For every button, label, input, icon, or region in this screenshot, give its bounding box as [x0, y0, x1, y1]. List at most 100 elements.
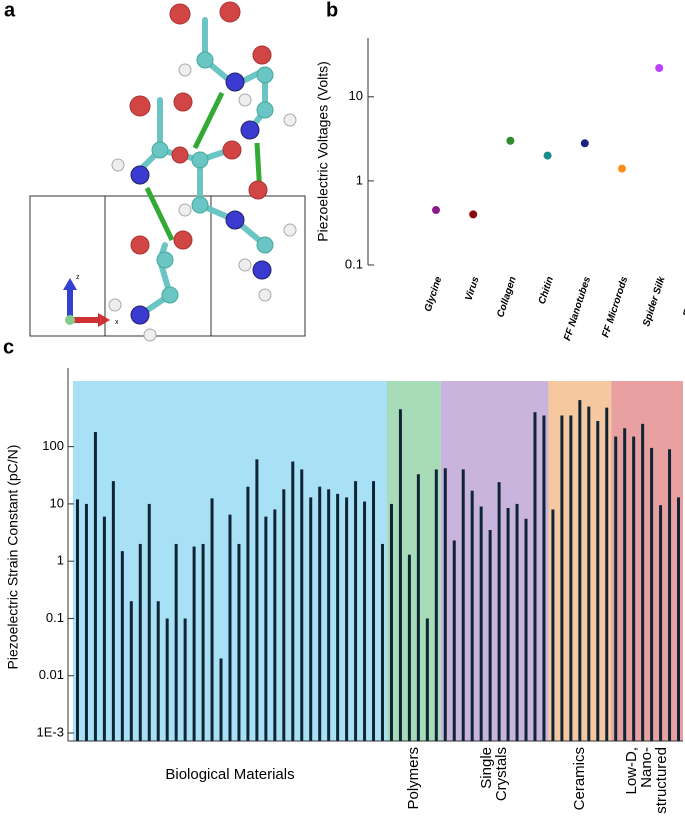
region-label: Crystals — [493, 747, 510, 801]
bar — [75, 499, 79, 741]
point — [469, 210, 478, 219]
bar — [569, 415, 573, 741]
bar — [300, 469, 304, 741]
point — [506, 136, 515, 145]
bar — [641, 423, 645, 741]
bar — [425, 618, 429, 741]
point — [543, 151, 552, 160]
x-tick-label: FF Microrods — [600, 275, 630, 339]
bar — [605, 407, 609, 741]
y-tick-label: 10 — [50, 495, 64, 510]
point — [655, 63, 664, 72]
y-tick-label: 1 — [356, 172, 363, 187]
region-label: structured — [653, 747, 670, 814]
panel-label: a — [4, 0, 16, 21]
bar — [165, 618, 169, 741]
point — [580, 139, 589, 148]
x-tick-label: Collagen — [495, 275, 519, 319]
bar — [587, 406, 591, 741]
bar — [138, 543, 142, 741]
bar — [551, 509, 555, 741]
bar — [192, 546, 196, 741]
bar — [524, 518, 528, 741]
bar — [659, 505, 663, 741]
bar — [650, 447, 654, 741]
bar — [228, 514, 232, 741]
bar — [120, 551, 124, 741]
bar — [318, 486, 322, 741]
x-tick-label: Chitin — [537, 275, 556, 305]
region-label: Polymers — [405, 747, 422, 810]
region-label: Low-D, — [623, 747, 640, 795]
axis-label: z — [76, 274, 80, 281]
bar — [273, 509, 277, 741]
bar — [623, 428, 627, 741]
x-tick-label: Virus — [463, 275, 481, 302]
y-tick-label: 0.1 — [345, 256, 363, 271]
bar — [596, 421, 600, 741]
bar — [102, 516, 106, 741]
bar — [407, 554, 411, 741]
y-tick-label: 0.01 — [39, 667, 64, 682]
region-background — [440, 381, 549, 741]
bar — [201, 543, 205, 741]
bar — [219, 658, 223, 741]
bar — [434, 469, 438, 741]
x-tick-label: Eggshell — [681, 275, 685, 318]
bar — [147, 503, 151, 741]
bar — [210, 498, 214, 741]
bar — [398, 409, 402, 741]
bar — [452, 540, 456, 741]
bar — [488, 530, 492, 741]
panel-label: c — [3, 336, 14, 358]
point — [618, 164, 626, 173]
y-tick-label: 1 — [57, 553, 64, 568]
axis-label: x — [115, 319, 119, 326]
region-label: Nano- — [638, 747, 655, 788]
bar — [255, 459, 259, 741]
bar — [93, 432, 97, 741]
region-label: Ceramics — [571, 747, 588, 810]
bar — [470, 490, 474, 741]
bar — [174, 543, 178, 741]
bar — [309, 497, 313, 741]
y-tick-label: 100 — [42, 438, 64, 453]
bar — [479, 506, 483, 741]
bar — [156, 601, 160, 741]
y-axis-label: Piezoelectric Strain Constant (pC/N) — [5, 445, 21, 670]
bar — [677, 497, 681, 741]
bar — [363, 501, 367, 741]
panel-label: b — [326, 0, 338, 21]
bar — [497, 482, 501, 741]
bar — [443, 468, 447, 741]
bar — [354, 481, 358, 741]
bar — [336, 493, 340, 741]
bar — [560, 415, 564, 741]
bar — [614, 436, 618, 741]
bar — [345, 497, 349, 741]
bar — [327, 489, 331, 741]
x-tick-label: Spider Silk — [641, 275, 668, 328]
bar — [461, 469, 465, 741]
x-tick-label: FF Nanotubes — [562, 275, 593, 342]
bar — [282, 489, 286, 741]
bar — [632, 436, 636, 741]
bar — [264, 516, 268, 741]
bar — [542, 415, 546, 741]
region-label: Biological Materials — [165, 766, 294, 783]
y-axis-label: Piezoelectric Voltages (Volts) — [315, 61, 331, 242]
bar — [416, 474, 420, 741]
bar — [668, 449, 672, 741]
bar — [183, 618, 187, 741]
y-tick-label: 1E-3 — [37, 724, 64, 739]
bar — [291, 461, 295, 741]
bar — [389, 503, 393, 741]
bar — [246, 486, 250, 741]
bar — [111, 481, 115, 741]
y-tick-label: 0.1 — [46, 610, 64, 625]
bar — [533, 412, 537, 741]
bar — [380, 543, 384, 741]
bar — [578, 400, 582, 741]
bar — [84, 503, 88, 741]
